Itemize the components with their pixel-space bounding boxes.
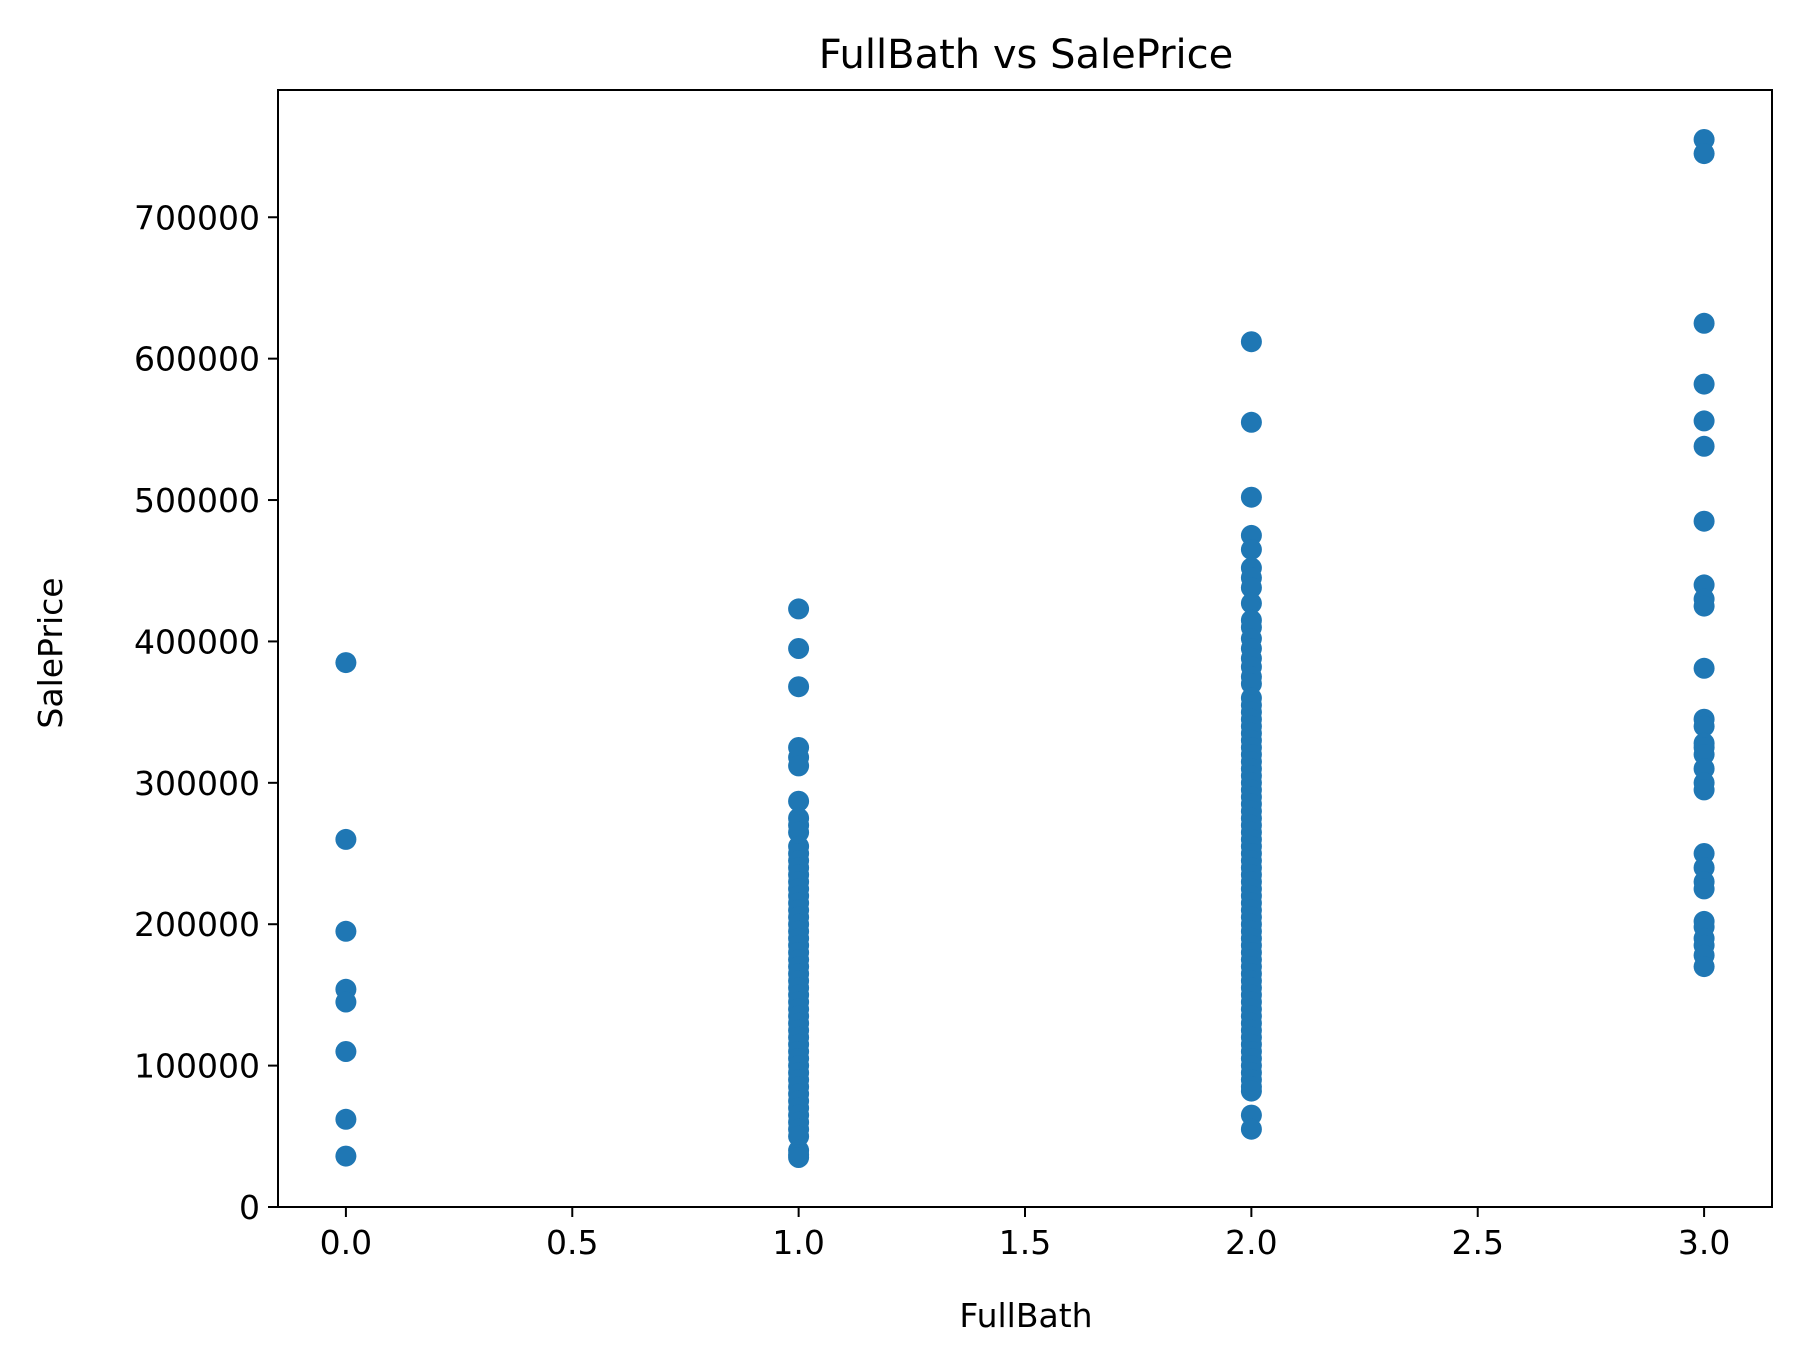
data-point [788,598,810,620]
x-tick-label: 2.0 [1225,1223,1277,1262]
y-tick-label: 600000 [134,340,260,379]
x-tick-label: 3.0 [1678,1223,1730,1262]
data-point [335,828,357,850]
data-point [335,1145,357,1167]
x-axis-label: FullBath [959,1296,1092,1335]
data-point [788,676,810,698]
y-tick-label: 100000 [134,1047,260,1086]
data-point [1240,577,1262,599]
data-point [788,1147,810,1168]
points-layer [335,129,1715,1168]
data-point [1693,956,1715,978]
data-point [788,790,810,812]
x-tick-label: 0.0 [320,1223,372,1262]
data-point [335,652,357,674]
data-point [1693,779,1715,801]
data-point [1240,1118,1262,1140]
y-axis-label: SalePrice [31,577,70,728]
data-point [1240,331,1262,353]
data-point [335,1041,357,1062]
data-point [1240,1080,1262,1102]
x-tick-label: 1.0 [772,1223,824,1262]
data-point [1693,143,1715,165]
data-point [1693,410,1715,432]
data-point [1693,595,1715,617]
chart-title: FullBath vs SalePrice [819,32,1234,78]
y-tick-label: 700000 [134,198,260,237]
x-tick-label: 0.5 [546,1223,598,1262]
data-point [1693,435,1715,457]
plot-frame [277,89,1773,1208]
y-tick-label: 200000 [134,905,260,944]
x-tick-label: 1.5 [999,1223,1051,1262]
data-point [1693,715,1715,737]
data-point [335,991,357,1013]
data-point [1240,486,1262,508]
ticks-layer: 0.0 0.5 1.0 1.5 2.0 2.5 3.0 0 100000 200000 300000… [134,198,1730,1262]
y-tick-label: 0 [239,1188,260,1227]
data-point [1693,312,1715,334]
data-point [335,920,357,942]
data-point [1693,657,1715,679]
data-point [1240,592,1262,614]
data-point [1693,510,1715,532]
data-point [1693,878,1715,900]
y-tick-label: 400000 [134,622,260,661]
x-tick-label: 2.5 [1451,1223,1503,1262]
data-point [788,755,810,777]
y-tick-label: 300000 [134,764,260,803]
data-point [788,638,810,659]
data-point [1693,373,1715,395]
data-point [1240,411,1262,433]
data-point [335,1108,357,1130]
y-tick-label: 500000 [134,481,260,520]
data-point [1240,539,1262,560]
